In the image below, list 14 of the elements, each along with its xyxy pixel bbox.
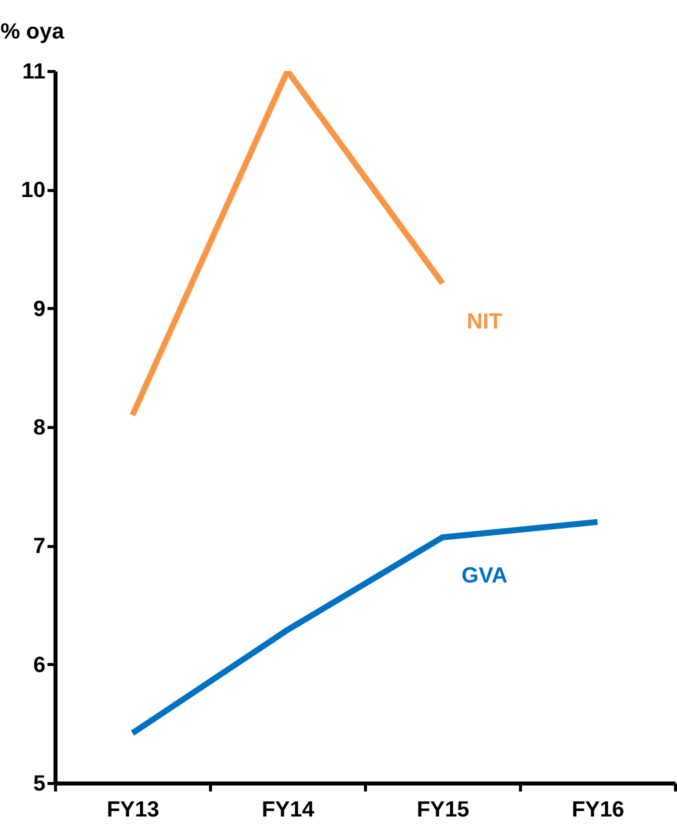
x-tick-label: FY15 bbox=[416, 796, 470, 822]
series-label: NIT bbox=[466, 308, 503, 334]
y-tick-label: 6 bbox=[33, 652, 46, 677]
y-tick-label: 10 bbox=[21, 177, 46, 202]
y-tick-label: 5 bbox=[33, 770, 46, 796]
x-tick-label: FY16 bbox=[572, 796, 624, 822]
y-axis-title: % oya bbox=[0, 18, 65, 44]
y-tick-label: 9 bbox=[33, 296, 46, 321]
y-tick-label: 8 bbox=[33, 414, 46, 440]
y-tick-label: 11 bbox=[22, 58, 46, 84]
y-tick-label: 7 bbox=[33, 533, 46, 558]
series-label: GVA bbox=[461, 562, 508, 588]
x-tick-label: FY14 bbox=[262, 796, 316, 822]
x-tick-label: FY13 bbox=[106, 796, 160, 822]
